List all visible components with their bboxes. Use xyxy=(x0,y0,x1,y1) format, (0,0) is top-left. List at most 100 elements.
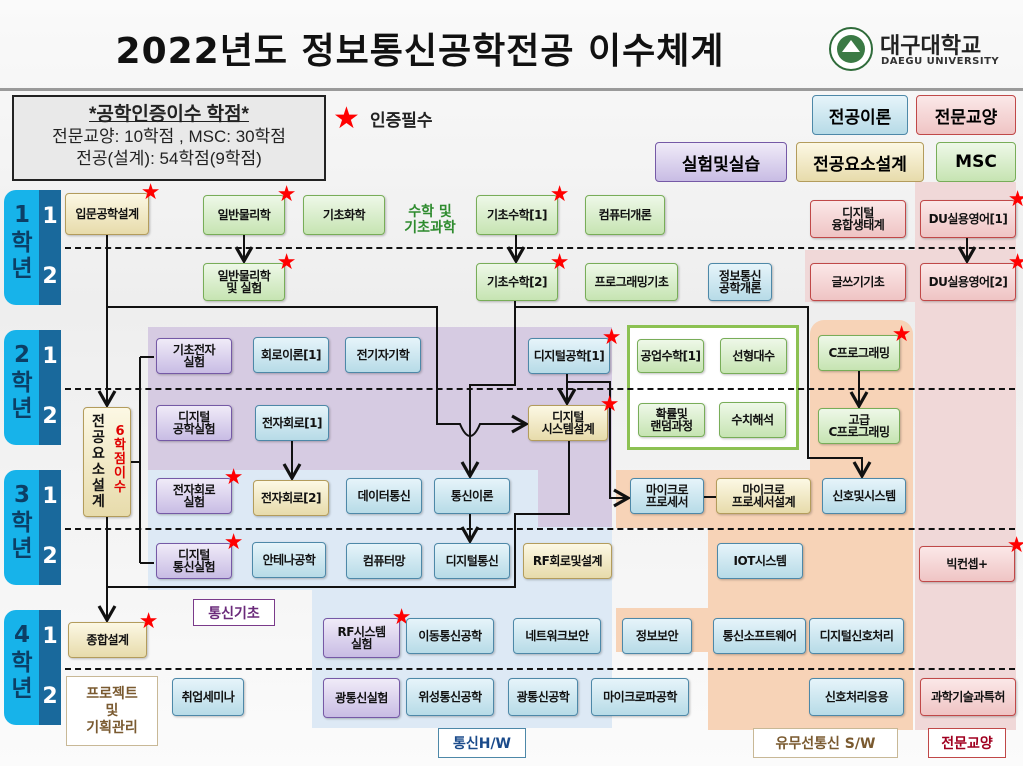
course-box[interactable]: 데이터통신 xyxy=(346,478,422,514)
course-box[interactable]: 수치해석 xyxy=(719,402,786,438)
course-box[interactable]: 전 공 요 소 설 계 xyxy=(83,407,131,517)
course-box[interactable]: C프로그래밍 ★ xyxy=(818,324,912,371)
course-box[interactable]: DU실용영어[1] ★ xyxy=(920,189,1023,238)
course-box[interactable]: 컴퓨터망 xyxy=(346,543,422,579)
course-box[interactable]: 디지털 시스템설계 ★ xyxy=(528,394,620,441)
course-name: 기초수학[1] xyxy=(487,208,547,222)
course-box[interactable]: 입문공학설계 ★ xyxy=(65,182,161,235)
semester-column xyxy=(39,470,61,585)
year-suffix: 학 년 xyxy=(11,510,33,562)
course-box[interactable]: 전기자기학 xyxy=(345,337,421,373)
course-box[interactable]: 고급 C프로그래밍 xyxy=(818,408,900,444)
course-box[interactable]: DU실용영어[2] ★ xyxy=(920,252,1023,301)
course-name: 빅컨셉+ xyxy=(946,557,988,571)
semester-2: 2 xyxy=(42,684,58,709)
course-box[interactable]: 디지털신호처리 xyxy=(809,618,904,654)
course-name: 디지털공학[1] xyxy=(533,349,605,363)
course-box[interactable]: 디지털 융합생태계 xyxy=(810,200,906,238)
bracket-design-labs xyxy=(131,356,154,564)
legend-lab: 실험및실습 xyxy=(655,142,787,182)
course-box[interactable]: 마이크로 프로세서 xyxy=(630,478,704,514)
year-number: 1 xyxy=(13,202,30,228)
star-icon: ★ xyxy=(601,325,622,350)
course-name: 이동통신공학 xyxy=(418,629,482,643)
course-name: 통신소프트웨어 xyxy=(722,629,797,643)
course-box[interactable]: 취업세미나 xyxy=(172,678,244,716)
semester-2: 2 xyxy=(42,264,58,289)
course-box[interactable]: 안테나공학 xyxy=(252,542,326,578)
course-name: 전 공 요 소 설 계 xyxy=(92,414,105,510)
course-box[interactable]: 선형대수 xyxy=(720,338,787,374)
course-name: 위성통신공학 xyxy=(418,690,482,704)
course-box[interactable]: 정보통신 공학개론 xyxy=(708,263,772,301)
liberal-label: 전문교양 xyxy=(928,728,1006,758)
course-box[interactable]: 디지털 공학실험 xyxy=(156,405,232,441)
course-name: 선형대수 xyxy=(732,349,775,363)
course-name: 통신이론 xyxy=(450,489,494,503)
course-box[interactable]: 공업수학[1] xyxy=(637,339,704,373)
course-name: 광통신공학 xyxy=(516,690,570,704)
year-suffix: 학 년 xyxy=(11,230,33,282)
semester-column xyxy=(39,330,61,445)
course-box[interactable]: 회로이론[1] xyxy=(253,337,329,373)
course-box[interactable]: 통신이론 xyxy=(434,478,510,514)
course-box[interactable]: 전자회로[1] xyxy=(255,405,329,441)
course-box[interactable]: RF회로및설계 xyxy=(523,543,612,579)
course-name: DU실용영어[1] xyxy=(928,212,1008,226)
course-name: 글쓰기기초 xyxy=(831,275,885,289)
course-box[interactable]: 디지털공학[1] ★ xyxy=(528,327,622,374)
course-box[interactable]: 기초수학[2] ★ xyxy=(476,252,570,301)
course-box[interactable]: 마이크로 프로세서설계 xyxy=(716,478,811,514)
course-box[interactable]: 위성통신공학 xyxy=(406,678,494,716)
course-box[interactable]: 이동통신공학 xyxy=(406,618,494,654)
comm-hw-label: 통신H/W xyxy=(438,728,526,758)
course-box[interactable]: 프로그래밍기초 xyxy=(585,263,678,301)
course-box[interactable]: 광통신실험 xyxy=(323,678,400,718)
course-name: 회로이론[1] xyxy=(261,348,321,362)
course-name: 정보통신 공학개론 xyxy=(718,269,762,295)
course-name: 데이터통신 xyxy=(357,489,411,503)
course-box[interactable]: 기초수학[1] ★ xyxy=(476,184,570,235)
course-box[interactable]: 전자회로 실험 ★ xyxy=(156,467,244,514)
course-name: 일반물리학 xyxy=(217,208,271,222)
course-box[interactable]: 확률및 랜덤과정 xyxy=(638,403,705,437)
course-name: C프로그래밍 xyxy=(828,346,890,360)
course-box[interactable]: 디지털통신 xyxy=(434,543,510,579)
course-box[interactable]: RF시스템 실험 ★ xyxy=(323,607,412,658)
course-name: 확률및 랜덤과정 xyxy=(650,407,693,433)
course-name: 디지털 시스템설계 xyxy=(541,410,595,436)
course-box[interactable]: 빅컨셉+ ★ xyxy=(919,535,1023,582)
course-box[interactable]: 기초화학 xyxy=(303,195,385,235)
course-box[interactable]: 종합설계 ★ xyxy=(68,611,159,658)
course-box[interactable]: IOT시스템 xyxy=(717,543,803,579)
course-box[interactable]: 글쓰기기초 xyxy=(810,263,906,301)
course-box[interactable]: 광통신공학 xyxy=(508,678,578,716)
star-icon: ★ xyxy=(549,250,570,275)
page-title: 2022년도 정보통신공학전공 이수체계 xyxy=(115,31,725,72)
course-box[interactable]: 디지털 통신실험 ★ xyxy=(156,532,244,579)
course-name: 기초수학[2] xyxy=(487,275,547,289)
course-name: 네트워크보안 xyxy=(525,629,589,643)
course-name: 디지털신호처리 xyxy=(819,629,894,643)
course-box[interactable]: 일반물리학 ★ xyxy=(203,184,297,235)
course-box[interactable]: 일반물리학 및 실험 ★ xyxy=(203,252,297,301)
course-box[interactable]: 전자회로[2] xyxy=(253,480,329,516)
course-box[interactable]: 통신소프트웨어 xyxy=(713,618,806,654)
course-name: 디지털 융합생태계 xyxy=(831,206,885,232)
course-box[interactable]: 마이크로파공학 xyxy=(591,678,689,716)
star-icon: ★ xyxy=(333,101,360,136)
course-box[interactable]: 네트워크보안 xyxy=(513,618,601,654)
course-box[interactable]: 신호처리응용 xyxy=(809,678,904,716)
course-box[interactable]: 기초전자 실험 xyxy=(156,338,232,374)
course-box[interactable]: 정보보안 xyxy=(622,618,692,654)
course-box[interactable]: 컴퓨터개론 xyxy=(585,195,665,235)
semester-divider xyxy=(65,247,1015,249)
course-name: 디지털 공학실험 xyxy=(172,410,216,436)
course-name: 컴퓨터개론 xyxy=(598,208,652,222)
course-name: 취업세미나 xyxy=(181,690,235,704)
course-box[interactable]: 신호및시스템 xyxy=(822,478,906,514)
course-name: 과학기술과특허 xyxy=(931,690,1005,704)
course-name: 전자회로[2] xyxy=(261,491,321,505)
course-box[interactable]: 과학기술과특허 xyxy=(920,678,1016,716)
math-science-label: 수학 및 기초과학 xyxy=(404,204,456,236)
